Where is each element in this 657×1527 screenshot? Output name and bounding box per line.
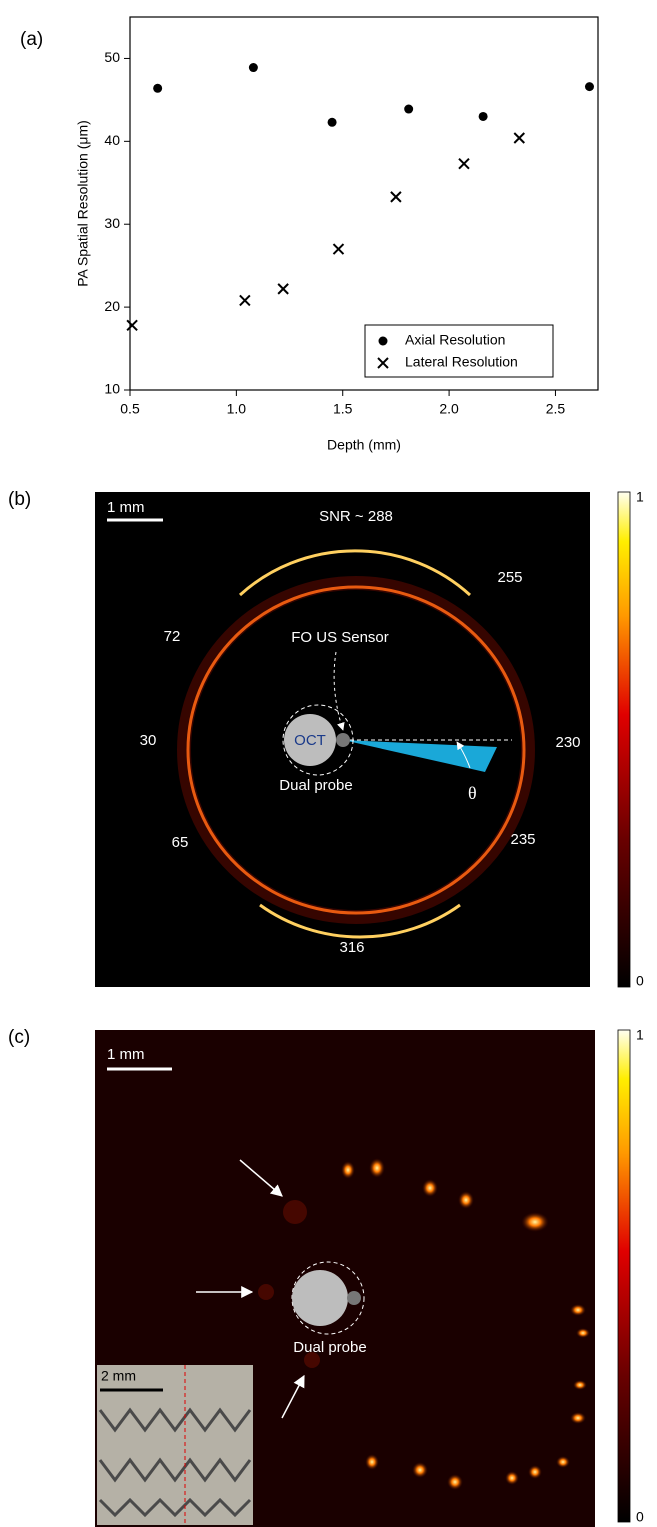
- snr-value: 255: [497, 569, 522, 586]
- colorbar-label: 0: [636, 973, 644, 989]
- panel-a: (a) 0.5 1.0 1.5 2.0 2.5 10 20 30 40 50 Depth (mm) PA…: [20, 17, 598, 453]
- data-point: [278, 284, 288, 294]
- snr-value: 72: [164, 628, 181, 645]
- x-tick-label: 1.0: [227, 401, 247, 417]
- probe-label: Dual probe: [293, 1339, 366, 1356]
- panel-label: (b): [8, 489, 31, 510]
- colorbar-label: 1: [636, 489, 644, 505]
- y-tick-label: 10: [104, 381, 120, 397]
- snr-value: 230: [555, 734, 580, 751]
- data-point: [404, 105, 413, 114]
- y-axis-label: PA Spatial Resolution (μm): [75, 120, 91, 287]
- theta-label: θ: [468, 783, 477, 803]
- colorbar: [618, 492, 630, 987]
- data-point: [153, 84, 162, 93]
- panel-c: (c) 1 mm Dual probe 2 mm 1 0: [8, 1027, 644, 1527]
- us-sensor: [336, 733, 350, 747]
- data-point: [127, 320, 137, 330]
- inset-scale-label: 2 mm: [101, 1368, 136, 1384]
- panel-label: (c): [8, 1027, 30, 1048]
- snr-value: 30: [140, 732, 157, 749]
- colorbar-label: 1: [636, 1027, 644, 1043]
- panel-b: (b) 1 mm SNR ~ 288 255 72 30 230 65 235 …: [8, 489, 644, 989]
- figure: (a)0.51.01.52.02.51020304050Depth (mm)PA…: [0, 0, 657, 1527]
- data-point: [249, 63, 258, 72]
- x-tick-label: 0.5: [120, 401, 140, 417]
- x-tick-label: 1.5: [333, 401, 353, 417]
- colorbar-label: 0: [636, 1509, 644, 1525]
- us-sensor: [347, 1291, 361, 1305]
- y-tick-label: 30: [104, 215, 120, 231]
- colorbar: [618, 1030, 630, 1522]
- scale-label: 1 mm: [107, 1046, 145, 1063]
- snr-value: 235: [510, 831, 535, 848]
- y-tick-label: 40: [104, 132, 120, 148]
- oct-probe: [292, 1270, 348, 1326]
- data-point: [391, 192, 401, 202]
- scale-label: 1 mm: [107, 499, 145, 516]
- x-axis-label: Depth (mm): [327, 437, 401, 453]
- x-tick-label: 2.5: [546, 401, 566, 417]
- oct-label: OCT: [294, 732, 326, 749]
- y-tick-label: 50: [104, 49, 120, 65]
- snr-label: SNR ~ 288: [319, 508, 393, 525]
- sensor-label: FO US Sensor: [291, 629, 389, 646]
- data-point: [240, 295, 250, 305]
- data-point: [585, 82, 594, 91]
- data-point: [514, 133, 524, 143]
- data-point: [479, 112, 488, 121]
- snr-value: 65: [172, 834, 189, 851]
- x-tick-label: 2.0: [439, 401, 459, 417]
- data-point: [459, 159, 469, 169]
- legend-marker: [379, 337, 388, 346]
- data-point: [333, 244, 343, 254]
- data-point: [328, 118, 337, 127]
- snr-value: 316: [339, 939, 364, 956]
- legend-label: Axial Resolution: [405, 332, 505, 348]
- y-tick-label: 20: [104, 298, 120, 314]
- panel-label: (a): [20, 29, 43, 50]
- probe-label: Dual probe: [279, 777, 352, 794]
- legend-label: Lateral Resolution: [405, 354, 518, 370]
